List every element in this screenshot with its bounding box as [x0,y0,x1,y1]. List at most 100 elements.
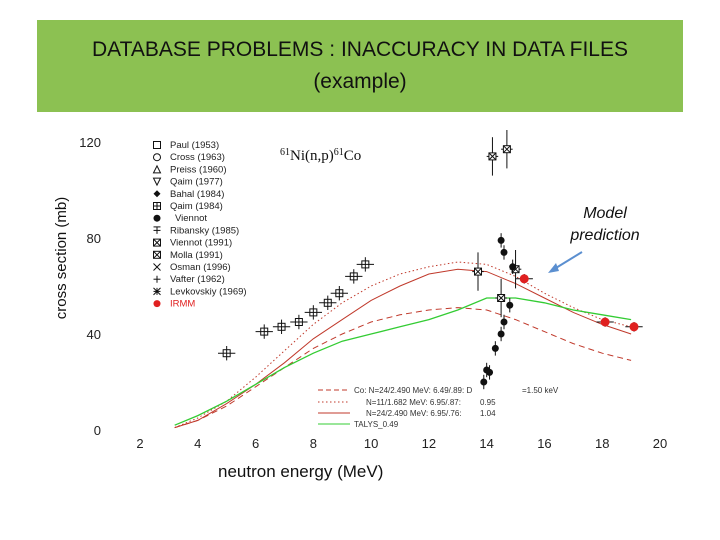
point-marker [497,330,505,338]
x-axis-label: neutron energy (MeV) [218,462,383,481]
y-tick-label: 120 [79,135,101,150]
point-marker [335,289,344,298]
point-marker [500,248,508,256]
data-point [495,278,507,318]
y-axis-label: cross section (mb) [53,197,70,320]
point-marker [349,272,358,281]
annotation-arrowhead [548,263,559,273]
legend-marker [153,153,161,162]
data-point [345,269,363,284]
legend-label: IRMM [170,299,195,310]
model-legend-side: =1.50 keV [522,386,559,395]
model-curve [174,297,632,426]
point-marker [277,322,286,331]
data-point [497,326,505,342]
legend-label: Paul (1953) [170,140,219,151]
data-point [304,305,322,320]
annotation-line2: prediction [569,227,639,244]
annotation-line1: Model [583,205,627,222]
point-marker [497,294,506,302]
legend: Paul (1953)Cross (1963)Preiss (1960) Qaim… [152,140,247,310]
marker-diag2 [497,294,505,302]
point-marker [502,145,511,154]
legend-label: Viennot (1991) [170,238,232,249]
point-marker [294,318,303,326]
model-legend-line1: Co: N=24/2.490 MeV: 6.49/.89: D [354,386,472,395]
data-point [491,341,499,356]
legend-label: Qaim (1984) [170,201,223,212]
legend-marker [152,164,162,174]
reaction-product-mass: 61 [334,147,344,158]
point-marker [361,260,370,269]
x-tick-label: 4 [194,436,201,451]
data-points [218,130,643,390]
legend-marker [153,287,161,296]
data-point [625,322,643,332]
point-marker [497,236,505,244]
x-tick-label: 12 [422,436,436,451]
legend-marker [153,190,161,198]
x-tick-label: 10 [364,436,378,451]
point-marker [260,327,269,336]
marker-diag2 [153,263,161,271]
x-tick-label: 8 [310,436,317,451]
legend-label: Bahal (1984) [170,189,224,200]
reaction-product: Co [344,148,362,164]
data-point [480,374,488,390]
data-point [356,257,374,272]
model-legend-line3-value: 1.04 [480,409,496,418]
data-point [515,274,533,284]
legend-marker [153,263,161,271]
data-point [486,365,494,380]
data-point [497,233,505,248]
model-legend: Co: N=24/2.490 MeV: 6.49/.89: D N=11/1.6… [318,386,559,429]
legend-marker [153,214,161,222]
point-marker [486,368,494,376]
point-marker [600,317,610,327]
legend-label: Qaim (1977) [170,177,223,188]
legend-label: Levkovskiy (1969) [170,286,247,297]
x-tick-label: 2 [136,436,143,451]
point-marker [491,344,499,352]
title-banner: DATABASE PROBLEMS : INACCURACY IN DATA F… [37,20,683,112]
model-curve [174,268,632,429]
point-marker [480,378,488,386]
data-point [501,130,513,169]
x-tick-label: 16 [537,436,551,451]
data-point [500,245,508,260]
legend-label: Viennot [175,213,207,224]
point-marker [323,298,332,307]
point-marker [474,267,482,276]
point-marker [509,263,517,271]
reaction-label: 61Ni(n,p)61Co [280,147,361,165]
data-point [290,314,308,330]
x-tick-label: 6 [252,436,259,451]
legend-marker [153,238,161,247]
y-tick-label: 40 [87,327,101,342]
data-point [509,259,517,274]
model-curve [174,307,632,429]
reaction-target: Ni(n,p) [290,148,334,164]
data-point [272,319,291,334]
data-point [472,252,484,291]
marker-diag2 [153,238,161,247]
legend-marker [153,250,161,259]
model-curves [174,261,632,429]
x-tick-label: 14 [479,436,493,451]
slide-title-line2: (example) [313,70,407,93]
legend-marker [153,226,161,234]
legend-label: Preiss (1960) [170,164,227,175]
model-legend-line4: TALYS_0.49 [354,420,399,429]
legend-marker [153,141,161,149]
x-tick-label: 18 [595,436,609,451]
marker-diag2 [488,152,497,161]
model-legend-line2-value: 0.95 [480,398,496,407]
point-marker [506,301,514,309]
data-point [506,298,514,313]
model-legend-line3: N=24/2.490 MeV: 6.95/.76: [366,409,462,418]
marker-diag2 [153,287,161,296]
point-marker [309,308,318,317]
data-point [596,317,614,327]
legend-marker [153,202,161,210]
